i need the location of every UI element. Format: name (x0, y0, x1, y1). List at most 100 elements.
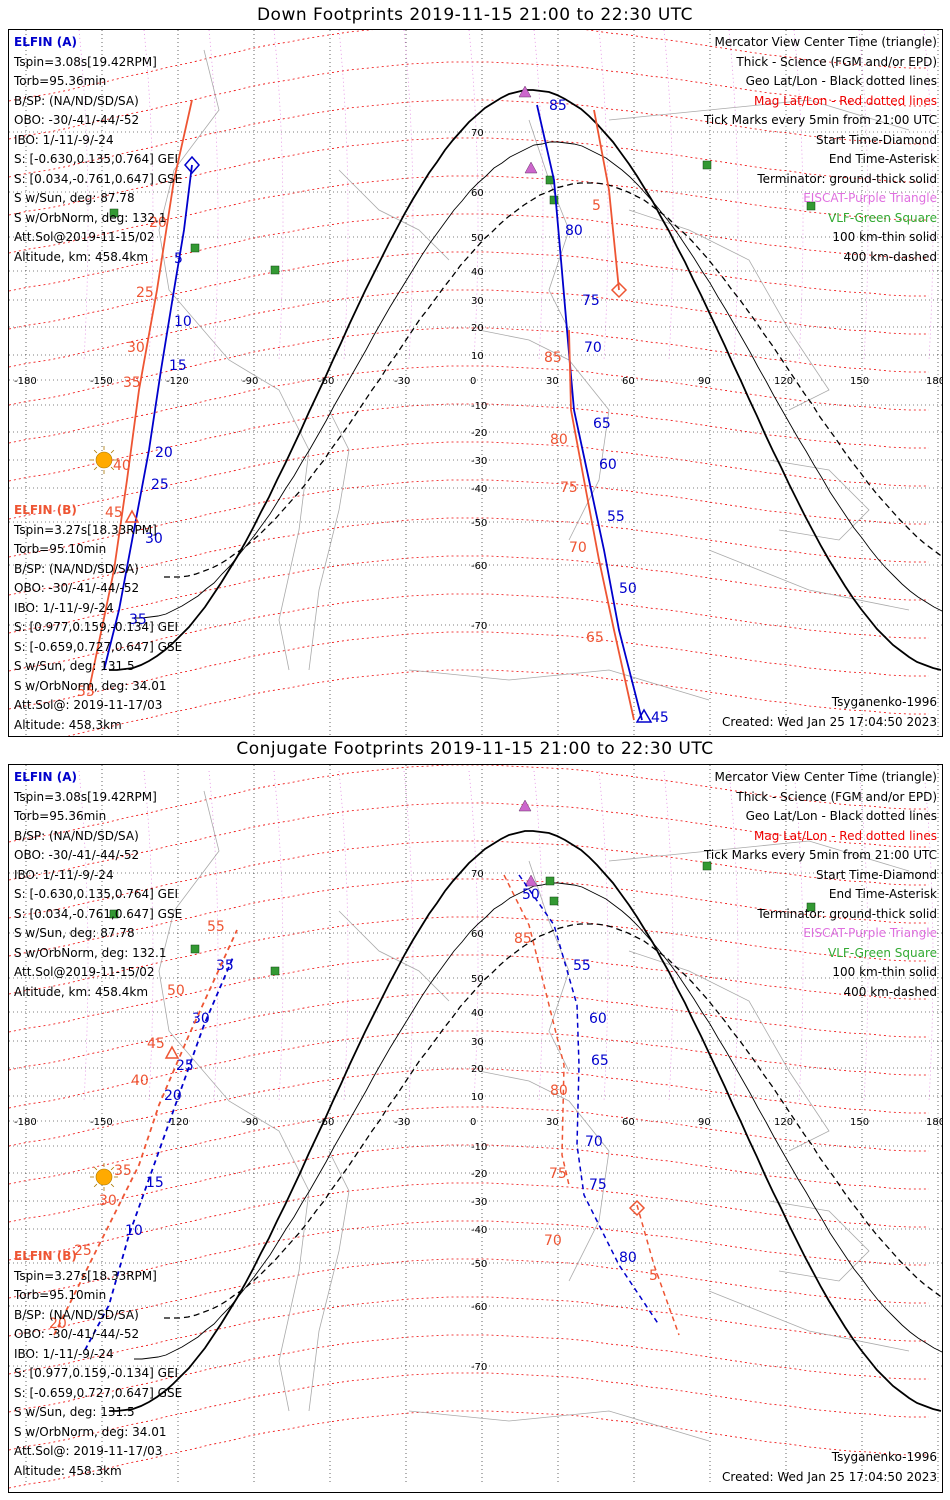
track-tick-label: 85 (514, 931, 532, 947)
legend-lines: Mercator View Center Time (triangle) Thic… (704, 768, 937, 1002)
elfin-b-west-track-line (53, 929, 238, 1336)
legend-item: Start Time-Diamond (815, 867, 937, 882)
lat-label: 50 (471, 233, 484, 244)
legend-item: Mercator View Center Time (triangle) (714, 35, 937, 49)
legend-item: VLF-Green Square (828, 210, 937, 225)
info-line: S: [-0.659,0.727,0.647] GSE (14, 639, 183, 654)
mag-meridian (143, 770, 154, 1102)
mag-meridian (78, 770, 89, 1102)
lon-label: 0 (470, 1117, 476, 1128)
lon-label: 30 (546, 376, 559, 387)
track-tick-label: 45 (147, 1036, 165, 1052)
map-canvas: -180 -150 -120 -90 -60 -30 0 30 60 90 120 150 180 70 6… (9, 30, 942, 736)
info-line: Altitude: 458.3km (14, 1463, 122, 1478)
lon-label: -150 (90, 1117, 113, 1128)
track-tick-label: 20 (49, 1316, 67, 1332)
mag-parallel (9, 878, 929, 957)
coastline (708, 1290, 910, 1352)
track-tick-label: 70 (584, 340, 602, 356)
legend-item: Thick - Science (FGM and/or EPD) (736, 789, 937, 804)
track-tick-label: 30 (145, 531, 163, 547)
coastline (308, 1150, 350, 1412)
vlf-station-square (190, 944, 200, 954)
mag-parallel (9, 555, 929, 634)
track-tick-label: 75 (549, 1166, 567, 1182)
lon-label: 90 (698, 376, 711, 387)
sat-b-info: ELFIN (B) Tspin=3.27s[18.33RPM] Torb=95.1… (14, 1247, 182, 1481)
mag-parallel (9, 479, 929, 558)
mag-parallel (9, 289, 929, 368)
info-line: S: [0.977,0.159,-0.134] GEI (14, 620, 179, 634)
mag-meridian (728, 30, 739, 361)
lat-label: -70 (471, 621, 487, 632)
info-line: S w/Sun, deg: 87.78 (14, 926, 135, 940)
lon-label: 150 (850, 376, 869, 387)
model-name: Tsyganenko-1996 (831, 695, 937, 709)
mag-meridian (728, 770, 739, 1102)
track-tick-label: 45 (651, 710, 669, 726)
sat-a-lines: Tspin=3.08s[19.42RPM] Torb=95.36min B/SP: … (14, 53, 182, 268)
mag-meridian (598, 770, 609, 1102)
coastline (158, 49, 310, 671)
vlf-station-square (702, 160, 712, 170)
sun-ray (93, 1183, 98, 1188)
lat-label: -30 (471, 456, 487, 467)
lat-label: -40 (471, 484, 487, 495)
track-tick-label: 55 (207, 919, 225, 935)
legend-item: Geo Lat/Lon - Black dotted lines (745, 74, 937, 88)
info-line: S w/OrbNorm, deg: 34.01 (14, 678, 167, 693)
conjugate-footprints-panel: -180 -150 -120 -90 -60 -30 0 30 60 90 120 150 180 70 6… (8, 764, 943, 1493)
mag-grid (9, 765, 934, 1489)
sat-b-label: ELFIN (B) (14, 503, 77, 517)
elfin-a-east-line (518, 874, 660, 1326)
info-line: Att.Sol@: 2019-11-17/03 (14, 1444, 163, 1458)
track-tick-label: 55 (77, 684, 95, 700)
info-line: Altitude, km: 458.4km (14, 984, 149, 999)
lat-label: 50 (471, 974, 484, 985)
sat-b-lines: Tspin=3.27s[18.33RPM] Torb=95.10min B/SP: … (14, 1267, 182, 1482)
terminator-100km-line (134, 141, 942, 619)
coastline (768, 459, 870, 541)
axis-labels: -180 -150 -120 -90 -60 -30 0 30 60 90 120 150 180 70 6… (14, 869, 942, 1373)
lon-label: -60 (318, 376, 334, 387)
legend-item: Mercator View Center Time (triangle) (714, 770, 937, 784)
track-tick-label: 35 (129, 612, 147, 628)
elfin-a-west-track-line (103, 164, 193, 671)
legend-item: Mag Lat/Lon - Red dotted lines (753, 93, 937, 108)
mag-parallel (9, 1410, 929, 1489)
coastline (528, 119, 570, 331)
info-line: IBO: 1/-11/-9/-24 (14, 600, 114, 615)
track-tick-label: 25 (136, 285, 154, 301)
track-tick-label: 10 (174, 314, 192, 330)
mag-parallel (9, 1296, 929, 1375)
mag-parallel (9, 1182, 929, 1261)
mag-meridian (143, 30, 154, 361)
mag-parallel (9, 802, 929, 881)
elfin-b-east-line (568, 329, 635, 721)
terminator-400km-line (164, 923, 942, 1319)
legend-item: 100 km-thin solid (832, 965, 937, 979)
mag-parallel (9, 916, 929, 995)
view-center-triangle-b (164, 1045, 180, 1059)
lon-label: -180 (14, 376, 37, 387)
mag-parallel (9, 99, 929, 178)
mag-meridian (533, 770, 544, 1102)
legend: Mercator View Center Time (triangle) Thic… (704, 768, 937, 1002)
info-line: Torb=95.10min (14, 542, 107, 556)
elfin-b-west-track-line (88, 99, 193, 691)
mag-meridian (793, 30, 804, 361)
mag-parallel (9, 954, 929, 1033)
terminator-400km-line (164, 182, 942, 578)
lon-label: -150 (90, 376, 113, 387)
track-tick-label: 25 (151, 477, 169, 493)
mag-meridian (598, 30, 609, 361)
lat-label: 30 (471, 1037, 484, 1048)
sun-disc (95, 451, 113, 469)
coastline (158, 790, 310, 1412)
lat-label: 10 (471, 351, 484, 362)
created-timestamp: Created: Wed Jan 25 17:04:50 2023 (722, 1470, 937, 1484)
track-tick-label: 5 (592, 198, 601, 214)
mag-parallel (9, 1030, 929, 1109)
info-line: S: [0.977,0.159,-0.134] GEI (14, 1366, 179, 1380)
start-diamond-a (184, 155, 200, 175)
